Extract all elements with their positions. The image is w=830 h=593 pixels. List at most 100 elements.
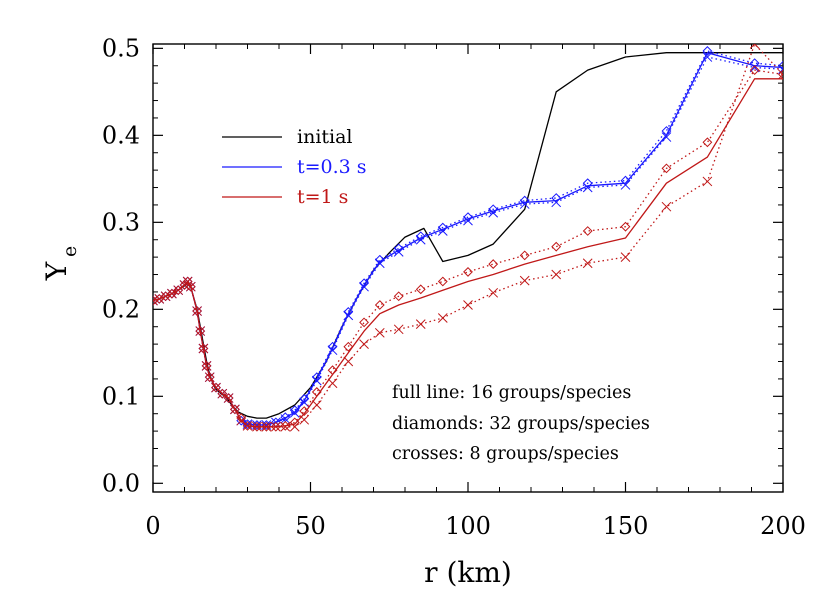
marker-cross-t1	[359, 339, 369, 349]
marker-cross-t03	[582, 182, 593, 193]
marker-cross-t1	[160, 291, 171, 302]
marker-cross-t1	[551, 269, 562, 280]
marker-cross-t03	[463, 215, 473, 226]
marker-cross-t1	[280, 421, 291, 432]
marker-cross-t1	[217, 388, 228, 399]
marker-cross-t03	[393, 247, 404, 257]
marker-diamond-t1	[661, 163, 672, 174]
marker-diamond-t1	[211, 382, 221, 393]
marker-diamond-t1	[299, 406, 310, 417]
marker-diamond-t1	[185, 281, 196, 292]
marker-cross-t1	[201, 361, 212, 371]
marker-cross-t1	[270, 421, 281, 432]
marker-diamond-t03	[289, 405, 300, 416]
marker-cross-t1	[195, 326, 206, 336]
marker-diamond-t03	[463, 212, 473, 223]
marker-diamond-t1	[463, 267, 473, 277]
marker-cross-t1	[299, 414, 310, 425]
y-tick-labels: 0.0 0.1 0.2 0.3 0.4 0.5	[102, 34, 140, 497]
marker-cross-t1	[198, 343, 209, 354]
marker-diamond-t1	[261, 421, 272, 432]
marker-diamond-t1	[778, 69, 783, 80]
marker-diamond-t1	[217, 388, 228, 399]
marker-cross-t1	[519, 275, 530, 286]
note-full-line: full line: 16 groups/species	[392, 383, 631, 403]
marker-cross-t1	[393, 324, 404, 335]
marker-cross-t1	[343, 356, 354, 367]
marker-diamond-t1	[393, 291, 404, 302]
x-axis-title: r (km)	[424, 556, 512, 589]
series-line-t1-cross	[153, 44, 783, 428]
marker-cross-t03	[519, 199, 530, 209]
marker-cross-t03	[488, 207, 499, 218]
marker-cross-t1	[173, 285, 184, 296]
marker-cross-t1	[230, 404, 240, 415]
marker-diamond-t03	[437, 222, 448, 233]
marker-cross-t1	[185, 281, 196, 292]
marker-diamond-t1	[749, 65, 760, 76]
marker-cross-t03	[327, 345, 338, 356]
marker-cross-t03	[343, 310, 354, 321]
marker-diamond-t1	[488, 259, 499, 269]
marker-diamond-t03	[702, 46, 713, 56]
marker-cross-t1	[488, 287, 499, 298]
marker-cross-t03	[661, 132, 672, 142]
marker-cross-t03	[359, 281, 369, 292]
marker-diamond-t1	[620, 221, 631, 232]
legend-label-t1: t=1 s	[297, 186, 348, 208]
marker-cross-t1	[582, 258, 593, 269]
marker-cross-t1	[153, 295, 158, 306]
marker-diamond-t1	[198, 343, 209, 354]
y-tick-label: 0.3	[102, 208, 140, 236]
x-tick-label: 150	[603, 512, 649, 540]
marker-cross-t1	[415, 319, 426, 329]
marker-cross-t03	[702, 52, 713, 62]
marker-diamond-t1	[201, 360, 212, 371]
marker-cross-t1	[182, 276, 193, 287]
y-axis-title-main: Y	[40, 261, 73, 281]
marker-cross-t1	[437, 313, 448, 323]
y-tick-label: 0.2	[102, 295, 140, 323]
x-tick-label: 200	[760, 512, 806, 540]
y-tick-label: 0.4	[102, 121, 140, 149]
marker-cross-t03	[437, 226, 448, 236]
marker-diamond-t03	[415, 231, 426, 242]
series-line-initial-full	[153, 52, 783, 419]
marker-diamond-t1	[374, 300, 385, 310]
marker-cross-t1	[702, 176, 713, 187]
marker-cross-t1	[261, 421, 272, 432]
marker-diamond-t1	[252, 421, 262, 432]
note-crosses: crosses: 8 groups/species	[392, 444, 619, 464]
marker-diamond-t1	[270, 421, 281, 432]
marker-cross-t1	[167, 288, 177, 299]
marker-diamond-t1	[195, 326, 206, 336]
marker-cross-t1	[778, 69, 783, 80]
note-diamonds: diamonds: 32 groups/species	[392, 414, 650, 434]
marker-diamond-t03	[374, 254, 385, 265]
marker-cross-t1	[204, 372, 215, 383]
marker-cross-t03	[289, 407, 300, 418]
method-notes: full line: 16 groups/species diamonds: 3…	[392, 383, 650, 464]
x-tick-label: 50	[295, 512, 326, 540]
marker-diamond-t1	[204, 372, 215, 383]
marker-cross-t03	[280, 414, 291, 424]
y-tick-label: 0.0	[102, 469, 140, 497]
marker-diamond-t03	[778, 60, 783, 71]
marker-cross-t1	[661, 201, 672, 212]
marker-diamond-t1	[311, 387, 322, 397]
marker-diamond-t03	[343, 307, 354, 317]
marker-cross-t1	[374, 327, 385, 338]
marker-diamond-t03	[661, 126, 672, 136]
marker-cross-t1	[242, 421, 253, 431]
series-line-t03-diamond	[153, 50, 783, 426]
marker-diamond-t1	[702, 137, 713, 148]
y-axis-title: Y e	[40, 246, 81, 281]
y-axis-title-subscript: e	[59, 246, 81, 257]
marker-diamond-t1	[229, 404, 240, 415]
marker-cross-t1	[154, 294, 165, 304]
marker-diamond-t1	[359, 317, 369, 328]
x-tick-label: 0	[145, 512, 160, 540]
marker-diamond-t1	[343, 341, 354, 352]
plot-area	[152, 43, 784, 493]
